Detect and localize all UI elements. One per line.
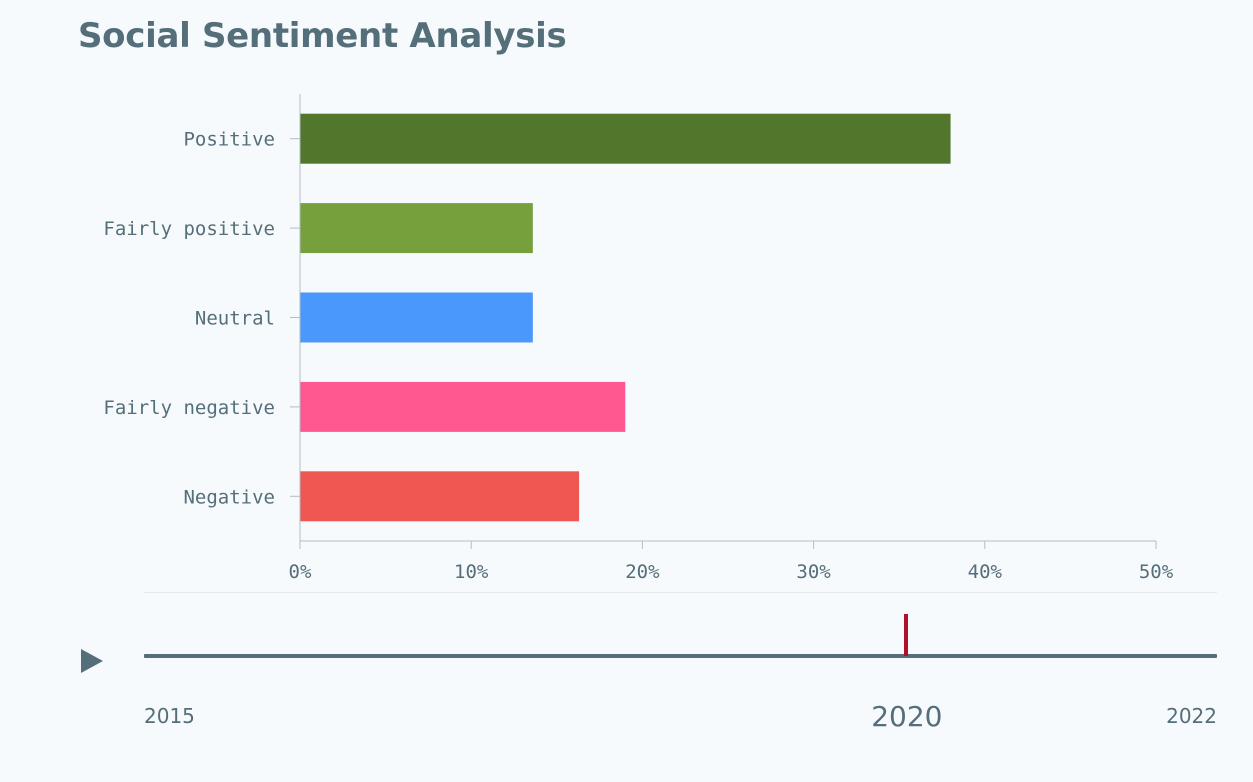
category-label: Neutral <box>195 308 275 330</box>
bar-negative <box>300 471 580 522</box>
timeline-slider-thumb[interactable] <box>903 614 908 656</box>
timeline-end-year: 2022 <box>1166 704 1217 728</box>
x-tick-label: 50% <box>1139 561 1174 583</box>
bar-chart: Positive Fairly positive Neutral Fairly neg… <box>103 94 1174 583</box>
timeline-player: 2015 2020 2022 <box>0 590 1253 782</box>
bar-fairly-negative <box>300 381 626 432</box>
category-label: Fairly positive <box>103 218 275 240</box>
timeline-current-year: 2020 <box>871 700 943 733</box>
category-label: Fairly negative <box>103 397 275 419</box>
category-label: Negative <box>183 486 275 508</box>
timeline-slider[interactable] <box>144 654 1217 658</box>
x-tick-label: 10% <box>454 561 489 583</box>
category-label: Positive <box>183 129 275 151</box>
play-button[interactable] <box>78 646 108 676</box>
x-tick-label: 30% <box>796 561 831 583</box>
timeline-start-year: 2015 <box>144 704 195 728</box>
x-tick-label: 40% <box>968 561 1003 583</box>
play-icon <box>81 649 103 673</box>
bar-fairly-positive <box>300 203 533 254</box>
timeline-divider <box>144 592 1217 593</box>
chart-title: Social Sentiment Analysis <box>78 16 567 56</box>
bar-positive <box>300 113 951 164</box>
x-tick-label: 20% <box>625 561 660 583</box>
x-tick-label: 0% <box>289 561 312 583</box>
bar-neutral <box>300 292 533 343</box>
